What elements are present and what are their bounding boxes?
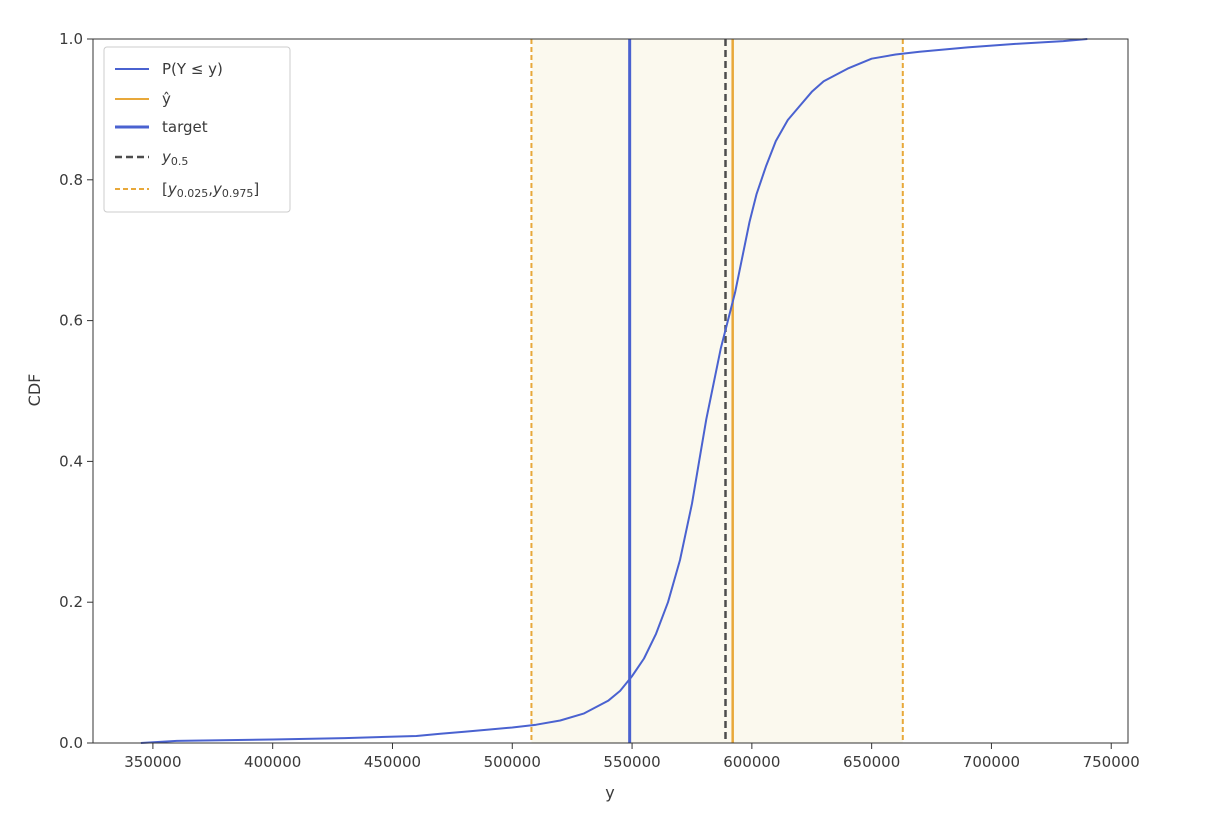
ticks: 350000 400000 450000 500000 550000 600000 6500… <box>59 30 1140 771</box>
x-tick-label-750000: 750000 <box>1083 753 1140 771</box>
legend-label-cdf: P(Y ≤ y) <box>162 60 223 78</box>
legend-label-median: y0.5 <box>161 148 188 168</box>
interval-band-layer <box>531 39 903 743</box>
plot-frame <box>92 38 1129 744</box>
legend-label-interval: [y0.025,y0.975] <box>162 180 259 200</box>
x-axis-label: y <box>605 783 614 802</box>
legend-label-yhat: ŷ <box>162 90 171 108</box>
x-tick-label-350000: 350000 <box>124 753 181 771</box>
y-tick-label-0.4: 0.4 <box>59 452 83 470</box>
x-tick-label-550000: 550000 <box>603 753 660 771</box>
axes <box>92 38 1129 744</box>
legend-label-median-y: y <box>161 148 172 166</box>
legend-label-interval-y1: y <box>167 180 178 198</box>
x-tick-label-650000: 650000 <box>843 753 900 771</box>
interval-band <box>531 39 903 743</box>
cdf-curve-layer <box>140 38 1088 744</box>
legend-label-interval-sub2: 0.975 <box>222 187 254 200</box>
y-tick-label-0.6: 0.6 <box>59 312 83 330</box>
x-tick-label-450000: 450000 <box>364 753 421 771</box>
y-tick-label-0.0: 0.0 <box>59 734 83 752</box>
vertical-lines-layer <box>530 39 904 743</box>
legend-label-interval-sub1: 0.025 <box>177 187 209 200</box>
x-tick-label-700000: 700000 <box>963 753 1020 771</box>
legend-label-interval-y2: y <box>212 180 223 198</box>
y-axis-label: CDF <box>25 374 44 407</box>
legend-box <box>103 46 291 213</box>
x-tick-label-400000: 400000 <box>244 753 301 771</box>
y-tick-label-1.0: 1.0 <box>59 30 83 48</box>
y-tick-label-0.8: 0.8 <box>59 171 83 189</box>
legend-label-median-sub: 0.5 <box>171 155 189 168</box>
legend: P(Y ≤ y) ŷ target y0.5 [y0.025,y0.975] <box>103 46 291 213</box>
x-tick-label-500000: 500000 <box>484 753 541 771</box>
x-tick-label-600000: 600000 <box>723 753 780 771</box>
legend-label-interval-sep: , <box>208 180 213 198</box>
cdf-curve <box>140 38 1088 744</box>
y-tick-label-0.2: 0.2 <box>59 593 83 611</box>
legend-label-interval-close: ] <box>253 180 259 198</box>
legend-label-interval-open: [ <box>162 180 168 198</box>
legend-label-target: target <box>162 118 208 136</box>
